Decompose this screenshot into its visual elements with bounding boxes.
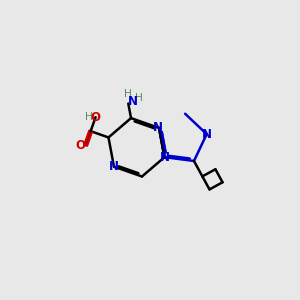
Text: N: N (128, 95, 138, 108)
Text: N: N (160, 151, 170, 164)
Text: O: O (91, 111, 100, 124)
Text: N: N (202, 128, 212, 141)
Text: H: H (85, 112, 93, 122)
Text: O: O (76, 139, 86, 152)
Text: N: N (109, 160, 119, 173)
Text: N: N (153, 122, 163, 134)
Text: H: H (124, 89, 132, 99)
Text: H: H (135, 93, 142, 103)
